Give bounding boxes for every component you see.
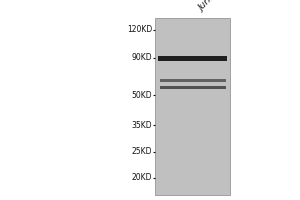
Bar bbox=[158, 55, 227, 60]
Text: 25KD: 25KD bbox=[131, 148, 152, 156]
Text: 90KD: 90KD bbox=[131, 53, 152, 62]
Text: 20KD: 20KD bbox=[131, 173, 152, 182]
Text: 50KD: 50KD bbox=[131, 90, 152, 99]
Bar bbox=[160, 86, 226, 88]
Text: 120KD: 120KD bbox=[127, 25, 152, 34]
Bar bbox=[155, 18, 230, 195]
Text: 35KD: 35KD bbox=[131, 120, 152, 130]
Bar bbox=[160, 78, 226, 82]
Text: Jurkat: Jurkat bbox=[197, 0, 223, 13]
